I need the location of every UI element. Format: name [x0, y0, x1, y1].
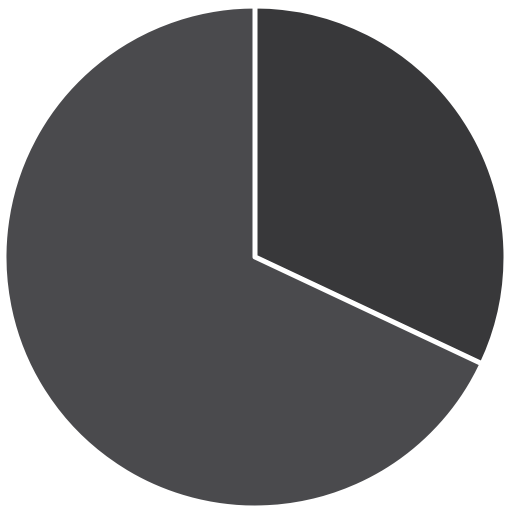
pie-slice: [252, 3, 507, 367]
pie-slice: [1, 3, 485, 511]
